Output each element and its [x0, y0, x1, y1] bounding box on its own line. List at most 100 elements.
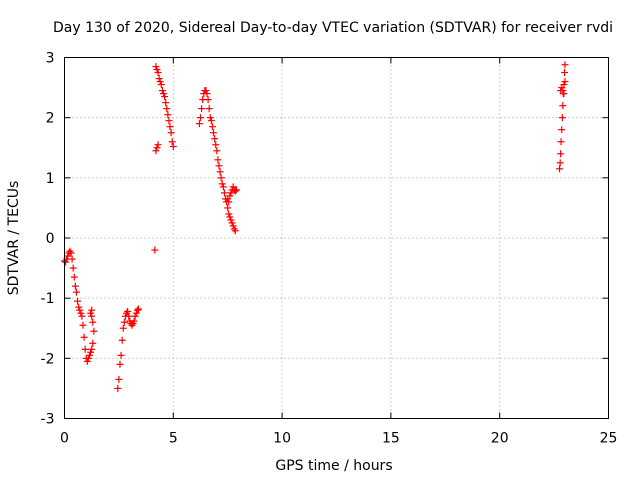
y-tick-label: -2 — [41, 351, 55, 367]
data-point — [151, 246, 159, 254]
data-point — [120, 318, 128, 326]
data-point — [556, 159, 564, 167]
data-point — [83, 357, 91, 365]
data-point — [161, 93, 169, 101]
data-point — [213, 147, 221, 155]
chart-title: Day 130 of 2020, Sidereal Day-to-day VTE… — [53, 20, 613, 36]
data-point — [80, 333, 88, 341]
data-point — [115, 375, 123, 383]
data-point — [88, 306, 96, 314]
data-point — [195, 120, 203, 128]
data-point — [207, 117, 215, 125]
data-point — [67, 249, 75, 257]
data-point — [84, 354, 92, 362]
data-point — [226, 213, 234, 221]
data-point — [78, 312, 86, 320]
data-point — [124, 307, 132, 315]
data-point — [557, 150, 565, 158]
data-point — [204, 96, 212, 104]
data-point — [87, 309, 95, 317]
data-point — [210, 129, 218, 137]
data-point — [229, 183, 237, 191]
data-point — [153, 144, 161, 152]
data-point — [227, 216, 235, 224]
data-point — [197, 114, 204, 122]
data-point — [216, 168, 224, 176]
data-point — [211, 135, 219, 143]
data-point — [226, 192, 234, 200]
data-point — [556, 165, 564, 173]
data-point — [219, 183, 227, 191]
data-point — [156, 78, 164, 86]
data-point — [225, 198, 233, 206]
data-point — [559, 87, 567, 95]
data-point — [169, 143, 177, 151]
x-tick-label: 25 — [600, 431, 618, 447]
data-point — [125, 312, 133, 320]
x-tick-label: 10 — [273, 431, 291, 447]
data-point — [164, 111, 172, 119]
data-point — [232, 186, 240, 194]
y-tick-label: -3 — [41, 412, 55, 428]
data-point — [154, 69, 162, 77]
data-point — [157, 81, 165, 89]
y-tick-label: 3 — [46, 51, 55, 67]
data-point — [218, 180, 226, 188]
data-point — [75, 303, 83, 311]
x-tick-label: 20 — [491, 431, 509, 447]
data-point — [133, 306, 141, 314]
data-point — [166, 123, 174, 131]
y-tick-label: 0 — [46, 231, 55, 247]
data-point — [205, 105, 213, 113]
data-point — [79, 321, 87, 329]
x-tick-label: 5 — [169, 431, 178, 447]
data-point — [77, 309, 85, 317]
data-point — [203, 90, 211, 98]
data-point — [119, 324, 127, 332]
data-point — [215, 162, 223, 170]
data-point — [168, 138, 176, 146]
data-series — [61, 61, 569, 392]
data-point — [228, 219, 236, 227]
data-point — [561, 69, 569, 77]
data-point — [132, 309, 140, 317]
data-point — [231, 187, 239, 195]
data-point — [117, 351, 125, 359]
data-point — [158, 87, 166, 95]
data-point — [559, 102, 567, 110]
plot-frame — [64, 57, 609, 419]
data-point — [90, 327, 98, 335]
data-point — [114, 384, 122, 392]
y-axis-label: SDTVAR / TECUs — [6, 181, 22, 296]
data-point — [152, 147, 160, 155]
data-point — [134, 305, 142, 313]
data-point — [560, 81, 568, 89]
data-point — [557, 138, 565, 146]
data-point — [81, 345, 89, 353]
x-tick-label: 15 — [382, 431, 400, 447]
data-point — [131, 312, 139, 320]
y-tick-label: 2 — [46, 111, 55, 127]
data-point — [231, 227, 239, 235]
data-point — [163, 105, 171, 113]
data-point — [208, 123, 216, 131]
data-point — [558, 114, 566, 122]
data-point — [561, 61, 569, 69]
data-point — [64, 252, 72, 260]
data-point — [152, 63, 160, 71]
data-point — [560, 90, 568, 98]
axis-ticks: 0 5 10 15 20 25 -3 -2 -1 0 1 2 3 — [41, 51, 618, 447]
data-point — [229, 222, 237, 230]
x-axis-label: GPS time / hours — [275, 458, 392, 474]
data-point — [153, 66, 161, 74]
data-point — [206, 114, 214, 122]
data-point — [70, 273, 78, 281]
data-point — [89, 339, 97, 347]
data-point — [558, 126, 566, 134]
data-point — [118, 336, 126, 344]
data-point — [227, 189, 235, 197]
data-point — [167, 129, 175, 137]
data-point — [561, 78, 569, 86]
data-point — [72, 288, 80, 296]
